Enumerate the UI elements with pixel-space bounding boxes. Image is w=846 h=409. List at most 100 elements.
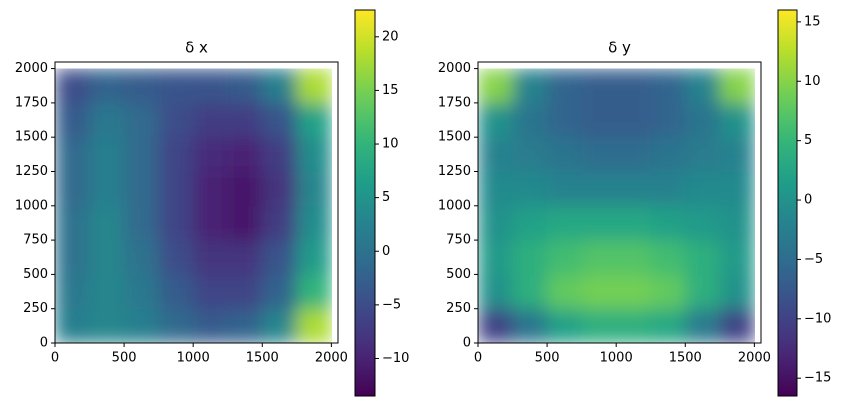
- heatmap-cell: [650, 274, 686, 310]
- heatmap-cell: [581, 68, 617, 104]
- heatmap-cell: [478, 102, 514, 138]
- heatmap-cell: [296, 240, 332, 275]
- heatmap-cell: [650, 102, 686, 138]
- y-tick-label: 250: [446, 301, 471, 316]
- heatmap-cell: [685, 205, 721, 241]
- x-tick-label: 1000: [600, 351, 633, 366]
- colorbar-tick-label: 5: [804, 133, 812, 148]
- heatmap-cell: [193, 68, 229, 104]
- heatmap-cell: [650, 240, 686, 275]
- heatmap-cell: [124, 205, 160, 241]
- heatmap-cell: [547, 68, 583, 104]
- heatmap-cell: [512, 308, 548, 344]
- x-tick-label: 1500: [246, 351, 279, 366]
- colorbar-tick-label: 0: [804, 193, 812, 208]
- x-tick-label: 2000: [738, 351, 771, 366]
- y-tick-label: 1250: [15, 164, 48, 179]
- colorbar-tick-label: −5: [382, 297, 401, 312]
- heatmap-cell: [193, 308, 229, 344]
- heatmap-cell: [124, 240, 160, 275]
- heatmap-cell: [512, 68, 548, 104]
- heatmap-cell: [296, 308, 332, 344]
- heatmap-cell: [193, 205, 229, 241]
- heatmap-cell: [512, 240, 548, 275]
- heatmap-cell: [478, 274, 514, 310]
- heatmap-cell: [262, 171, 298, 207]
- y-tick-label: 750: [23, 233, 48, 248]
- heatmap-cell: [616, 274, 652, 310]
- heatmap-cell: [227, 102, 263, 138]
- y-tick-label: 250: [23, 301, 48, 316]
- y-tick-label: 750: [446, 233, 471, 248]
- y-tick-label: 1000: [15, 198, 48, 213]
- x-tick-label: 0: [51, 351, 59, 366]
- heatmap-cell: [547, 308, 583, 344]
- colorbar-tick-label: 20: [382, 29, 399, 44]
- heatmap-cell: [296, 102, 332, 138]
- heatmap-cell: [547, 205, 583, 241]
- heatmap-cell: [616, 240, 652, 275]
- y-tick-label: 1500: [438, 130, 471, 145]
- heatmap-cell: [227, 240, 263, 275]
- heatmap-cell: [719, 308, 755, 344]
- heatmap-cell: [512, 274, 548, 310]
- chart-title: δ x: [185, 39, 208, 57]
- x-tick-label: 500: [535, 351, 560, 366]
- heatmap-cell: [296, 205, 332, 241]
- y-tick-label: 1250: [438, 164, 471, 179]
- heatmap-cell: [262, 240, 298, 275]
- heatmap-cell: [227, 137, 263, 172]
- x-tick-label: 2000: [315, 351, 348, 366]
- y-tick-label: 2000: [438, 61, 471, 76]
- heatmap-cell: [685, 102, 721, 138]
- heatmap-cell: [581, 205, 617, 241]
- x-tick-label: 1500: [669, 351, 702, 366]
- heatmap-cell: [89, 102, 125, 138]
- heatmap-cell: [719, 171, 755, 207]
- heatmap-cell: [581, 137, 617, 172]
- heatmap-cell: [55, 102, 91, 138]
- heatmap-cell: [89, 274, 125, 310]
- heatmap-cell: [512, 171, 548, 207]
- heatmap-cell: [158, 102, 194, 138]
- y-tick-label: 0: [40, 336, 48, 351]
- heatmap: [478, 68, 755, 344]
- heatmap-cell: [227, 274, 263, 310]
- heatmap-cell: [719, 274, 755, 310]
- heatmap-cell: [193, 240, 229, 275]
- colorbar: [354, 9, 376, 397]
- heatmap-cell: [478, 205, 514, 241]
- y-tick-label: 1000: [438, 198, 471, 213]
- heatmap-cell: [581, 171, 617, 207]
- y-tick-label: 2000: [15, 61, 48, 76]
- heatmap-cell: [296, 68, 332, 104]
- heatmap-cell: [158, 205, 194, 241]
- heatmap-cell: [650, 68, 686, 104]
- heatmap-cell: [616, 102, 652, 138]
- heatmap-cell: [616, 205, 652, 241]
- colorbar-tick-label: −10: [382, 351, 409, 366]
- y-tick-label: 500: [23, 267, 48, 282]
- plot-frame: [54, 61, 339, 344]
- heatmap-cell: [124, 102, 160, 138]
- heatmap: [55, 68, 332, 344]
- heatmap-cell: [581, 240, 617, 275]
- heatmap-cell: [262, 205, 298, 241]
- heatmap-cell: [685, 171, 721, 207]
- heatmap-cell: [193, 171, 229, 207]
- heatmap-cell: [650, 308, 686, 344]
- heatmap-cell: [262, 137, 298, 172]
- heatmap-cell: [685, 240, 721, 275]
- heatmap-cell: [719, 68, 755, 104]
- heatmap-cell: [124, 171, 160, 207]
- heatmap-cell: [158, 171, 194, 207]
- y-tick-label: 500: [446, 267, 471, 282]
- colorbar-tick-label: −5: [804, 252, 823, 267]
- heatmap-cell: [55, 137, 91, 172]
- chart-title: δ y: [608, 39, 631, 57]
- heatmap-cell: [262, 68, 298, 104]
- heatmap-cell: [296, 171, 332, 207]
- x-tick-label: 1000: [177, 351, 210, 366]
- heatmap-cell: [616, 137, 652, 172]
